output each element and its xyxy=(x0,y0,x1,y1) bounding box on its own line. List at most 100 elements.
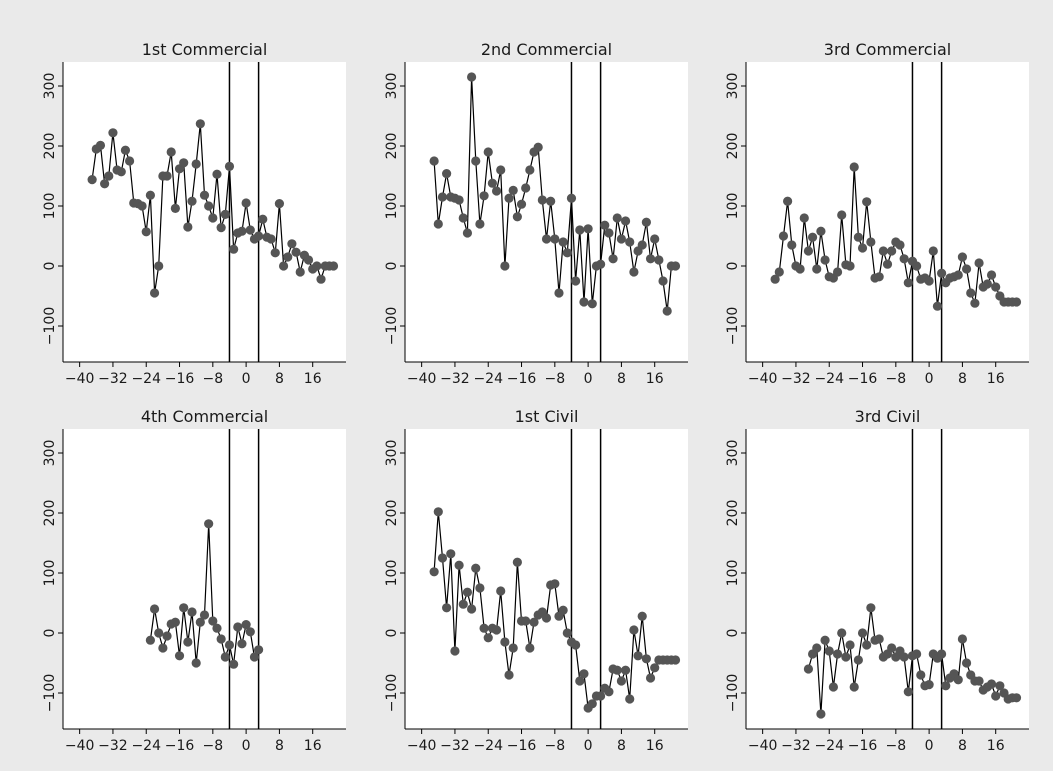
data-point xyxy=(637,611,647,621)
data-point xyxy=(187,607,197,617)
data-point xyxy=(562,628,572,638)
x-tick-label: −16 xyxy=(165,371,195,387)
data-point xyxy=(537,195,547,205)
data-point xyxy=(641,217,651,227)
data-point xyxy=(283,252,293,262)
data-point xyxy=(204,519,214,529)
data-point xyxy=(450,646,460,656)
data-point xyxy=(571,640,581,650)
data-point xyxy=(558,605,568,615)
data-point xyxy=(191,658,201,668)
data-point xyxy=(162,171,172,181)
data-point xyxy=(558,237,568,247)
data-point xyxy=(487,178,497,188)
data-point xyxy=(887,643,897,653)
data-point xyxy=(87,175,97,185)
data-point xyxy=(541,234,552,244)
data-point xyxy=(249,652,260,662)
chart-title: 1st Civil xyxy=(515,407,579,426)
data-point xyxy=(141,227,151,237)
data-point xyxy=(650,663,660,673)
x-tick-label: 8 xyxy=(958,738,967,754)
y-tick-label: 200 xyxy=(42,133,58,160)
data-point xyxy=(1011,693,1022,703)
data-point xyxy=(166,147,176,157)
data-point xyxy=(145,190,155,200)
data-point xyxy=(866,237,876,247)
data-point xyxy=(216,223,226,233)
data-point xyxy=(633,651,643,661)
data-point xyxy=(508,643,518,653)
plot-area xyxy=(405,62,688,362)
data-point xyxy=(571,276,581,286)
data-point xyxy=(224,640,235,650)
data-point xyxy=(1011,297,1022,307)
data-point xyxy=(554,288,564,298)
data-point xyxy=(596,691,606,701)
y-tick-label: 0 xyxy=(725,262,741,271)
y-tick-label: 200 xyxy=(384,133,400,160)
data-point xyxy=(778,231,789,241)
y-tick-label: 100 xyxy=(384,193,400,220)
x-tick-label: −24 xyxy=(814,738,844,754)
data-point xyxy=(533,142,543,152)
y-tick-label: 100 xyxy=(42,560,58,587)
data-point xyxy=(662,306,672,316)
data-point xyxy=(466,604,477,614)
data-point xyxy=(516,199,527,209)
data-point xyxy=(853,655,863,665)
data-point xyxy=(982,279,992,289)
data-point xyxy=(158,643,168,653)
x-tick-label: −8 xyxy=(545,738,566,754)
data-point xyxy=(625,694,635,704)
y-tick-label: 200 xyxy=(384,500,400,527)
x-tick-label: −24 xyxy=(473,738,503,754)
data-point xyxy=(241,198,251,208)
data-point xyxy=(229,244,239,254)
y-tick-label: 300 xyxy=(384,73,400,100)
data-point xyxy=(812,643,822,653)
x-tick-label: 16 xyxy=(304,371,322,387)
plot-area xyxy=(63,429,346,729)
chart-title: 3rd Civil xyxy=(855,407,921,426)
data-point xyxy=(596,259,606,269)
data-point xyxy=(224,161,235,171)
data-point xyxy=(212,169,222,179)
data-point xyxy=(550,579,560,589)
x-tick-label: −8 xyxy=(203,371,224,387)
data-point xyxy=(932,301,943,311)
data-point xyxy=(612,665,622,675)
data-point xyxy=(491,625,502,635)
data-point xyxy=(903,278,913,288)
data-point xyxy=(496,586,506,596)
y-tick-label: 100 xyxy=(725,193,741,220)
data-point xyxy=(270,248,280,258)
data-point xyxy=(179,158,189,168)
data-point xyxy=(837,628,847,638)
data-point xyxy=(237,226,247,236)
data-point xyxy=(504,193,514,203)
data-point xyxy=(149,288,160,298)
data-point xyxy=(957,252,968,262)
plot-area xyxy=(746,62,1029,362)
chart-panel-1st-civil: 1st Civil −100 0 100 200 300 −40 −32 −24 −16 −8 0 8 1… xyxy=(384,407,688,754)
x-tick-label: −40 xyxy=(748,738,778,754)
chart-title: 4th Commercial xyxy=(141,407,268,426)
data-point xyxy=(179,603,189,613)
data-point xyxy=(529,617,539,627)
data-point xyxy=(820,635,830,645)
data-point xyxy=(237,639,247,649)
x-tick-label: −8 xyxy=(203,738,224,754)
x-tick-label: 8 xyxy=(617,738,626,754)
x-tick-label: −16 xyxy=(507,738,537,754)
data-point xyxy=(608,254,618,264)
data-point xyxy=(212,623,222,633)
data-point xyxy=(937,649,947,659)
y-tick-label: 300 xyxy=(725,73,741,100)
data-point xyxy=(845,261,855,271)
data-point xyxy=(454,560,464,570)
chart-title: 2nd Commercial xyxy=(481,40,612,59)
data-point xyxy=(799,213,809,223)
x-tick-label: −40 xyxy=(407,738,437,754)
